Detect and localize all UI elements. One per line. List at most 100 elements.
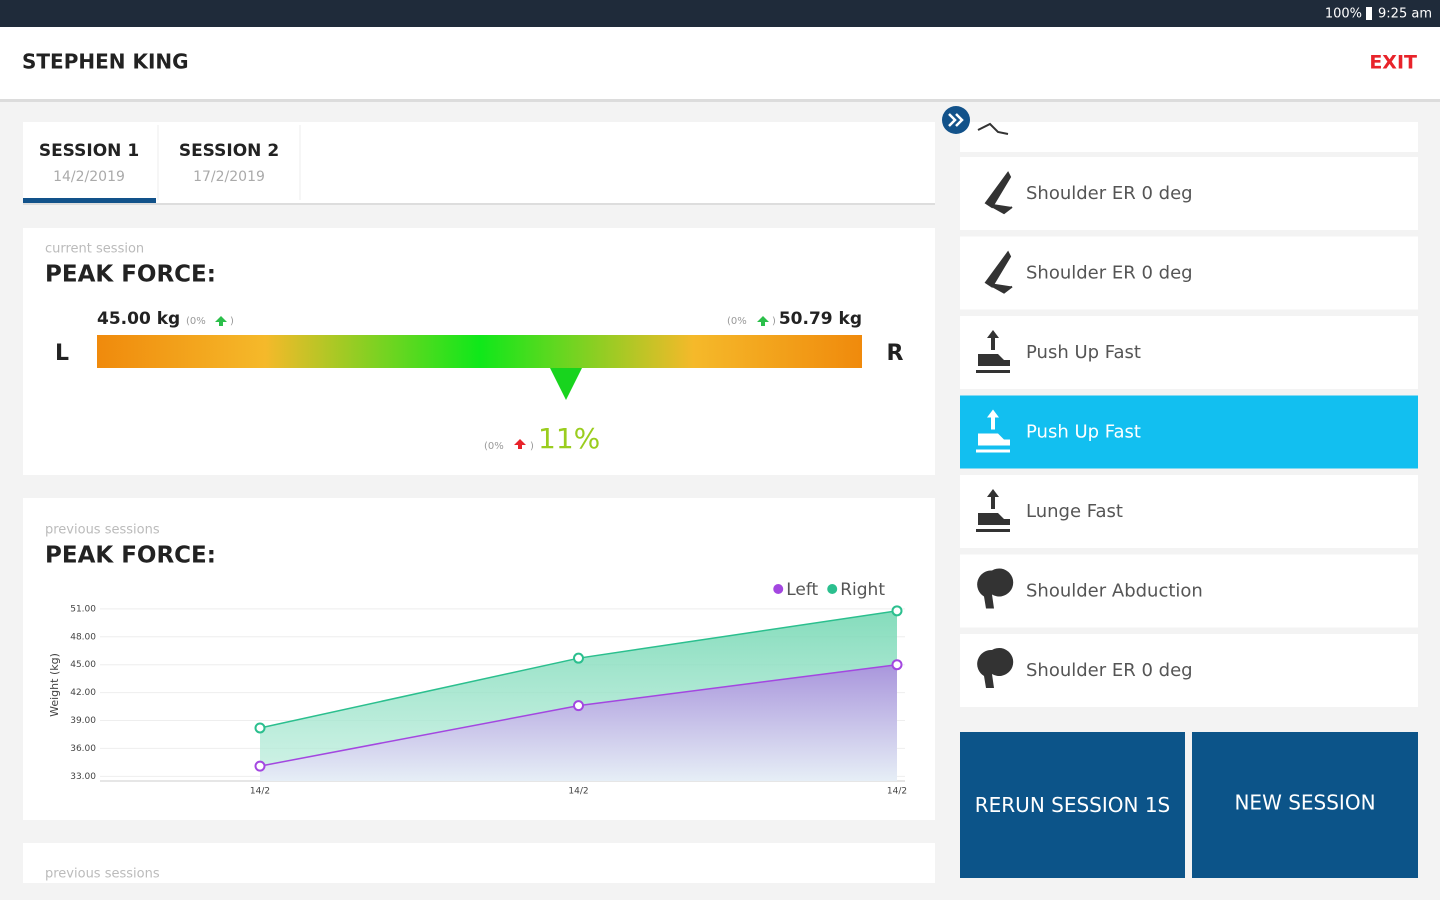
point	[573, 652, 584, 664]
point	[254, 760, 266, 772]
exercise-item[interactable]: Shoulder ER 0 deg	[960, 236, 1418, 310]
exercise-item[interactable]: Push Up Fast	[960, 316, 1418, 389]
exercise-icon	[984, 171, 1013, 215]
exercise-icon	[977, 568, 1014, 609]
point	[891, 659, 903, 671]
y-tick-label: 51.00	[70, 604, 96, 614]
tabs-divider	[23, 203, 935, 205]
down-arrow	[514, 439, 526, 449]
next-card	[23, 843, 935, 883]
tab-date: 14/2/2019	[53, 169, 125, 185]
x-tick-label: 14/2	[250, 787, 270, 797]
header	[0, 27, 1440, 100]
exercise-name: Lunge Fast	[1026, 501, 1123, 522]
button-label-box: RERUN SESSION 1S	[974, 793, 1171, 817]
exercise-icon	[976, 489, 1010, 532]
exit-button[interactable]: EXIT	[1369, 52, 1417, 74]
exercise-name: Push Up Fast	[1026, 422, 1141, 443]
exercise-list: Shoulder ER 0 deg Shoulder ER 0 deg Push U…	[960, 157, 1418, 707]
diff-change: (0%	[484, 441, 504, 452]
legend-label: Right	[840, 580, 885, 600]
point	[891, 605, 903, 617]
exercise-icon	[976, 330, 1010, 373]
button-label: NEW SESSION	[1234, 791, 1375, 815]
button-label: RERUN SESSION 1S	[974, 793, 1171, 817]
exercise-item[interactable]: Shoulder Abduction	[960, 554, 1418, 628]
exercise-item[interactable]: Shoulder ER 0 deg	[960, 157, 1418, 230]
y-tick-label: 39.00	[70, 716, 96, 726]
item-bg	[960, 157, 1418, 230]
legend-label: Left	[786, 580, 818, 600]
button-bg	[1192, 732, 1418, 878]
exercise-icon	[977, 122, 1009, 135]
battery-icon	[1366, 7, 1372, 20]
user-name: STEPHEN KING	[22, 50, 189, 74]
item-bg	[960, 475, 1418, 548]
y-tick-label: 48.00	[70, 632, 96, 642]
y-tick-label: 45.00	[70, 660, 96, 670]
exercise-icon	[977, 648, 1014, 688]
tab-date: 17/2/2019	[193, 169, 265, 185]
tab[interactable]: SESSION 2 17/2/2019	[179, 141, 279, 185]
y-tick-label: 42.00	[70, 688, 96, 698]
exercise-name: Shoulder ER 0 deg	[1026, 660, 1193, 681]
x-tick-label: 14/2	[568, 787, 588, 797]
diff-value: 11%	[538, 422, 600, 455]
item-bg	[960, 634, 1418, 707]
item-bg	[960, 316, 1418, 389]
x-tick-label: 14/2	[887, 787, 907, 797]
exercise-item[interactable]: Shoulder ER 0 deg	[960, 634, 1418, 707]
item-bg	[960, 554, 1418, 628]
header-shadow	[0, 99, 1440, 102]
exercise-icon	[984, 250, 1013, 294]
left-value: 45.00 kg	[97, 309, 180, 329]
exercise-item[interactable]: Push Up Fast	[960, 395, 1418, 469]
area	[260, 664, 897, 781]
card-caption: current session	[45, 242, 144, 257]
side-right: R	[887, 341, 904, 366]
active-tab-indicator	[23, 198, 156, 203]
right-change: (0%	[727, 316, 747, 327]
right-change-close: )	[772, 316, 776, 327]
chart: 33.00 36.00 39.00 42.00 45.00 48.00 51.00 14/2 1…	[70, 580, 907, 797]
new-session-button[interactable]: NEW SESSION	[1192, 732, 1418, 878]
exercise-name: Shoulder ER 0 deg	[1026, 183, 1193, 204]
diff-change-close: )	[530, 441, 534, 452]
y-tick-label: 36.00	[70, 744, 96, 754]
card-caption: previous sessions	[45, 867, 160, 882]
expand-icon	[948, 113, 964, 127]
tabs	[23, 122, 935, 205]
y-tick-label: 33.00	[70, 772, 96, 782]
exercise-item[interactable]: Lunge Fast	[960, 475, 1418, 548]
up-arrow	[215, 316, 227, 326]
item-bg	[960, 395, 1418, 469]
button-bg	[960, 732, 1185, 878]
exercise-name: Shoulder Abduction	[1026, 581, 1203, 602]
battery: 100%	[1325, 7, 1362, 22]
side-left: L	[55, 341, 69, 366]
card-caption: previous sessions	[45, 523, 160, 538]
point	[573, 700, 584, 712]
up-arrow	[757, 316, 769, 326]
tab[interactable]: SESSION 1 14/2/2019	[39, 141, 139, 185]
left-change-close: )	[230, 316, 234, 327]
balance-bar	[97, 335, 862, 368]
tab-title: SESSION 2	[179, 141, 279, 161]
status-bar	[0, 0, 1440, 27]
tab-title: SESSION 1	[39, 141, 139, 161]
list-item-partial	[960, 122, 1418, 152]
clock: 9:25 am	[1378, 7, 1432, 22]
card-title: PEAK FORCE:	[45, 543, 216, 569]
card-title: PEAK FORCE:	[45, 262, 216, 288]
point	[254, 722, 266, 734]
legend-swatch	[773, 584, 784, 594]
exercise-name: Shoulder ER 0 deg	[1026, 263, 1193, 284]
rerun-button[interactable]: RERUN SESSION 1S	[960, 732, 1185, 878]
y-axis-label: Weight (kg)	[48, 653, 61, 717]
left-change: (0%	[186, 316, 206, 327]
exercise-icon	[976, 409, 1010, 453]
right-value: 50.79 kg	[779, 309, 862, 329]
exercise-name: Push Up Fast	[1026, 342, 1141, 363]
balance-pointer	[550, 368, 582, 400]
